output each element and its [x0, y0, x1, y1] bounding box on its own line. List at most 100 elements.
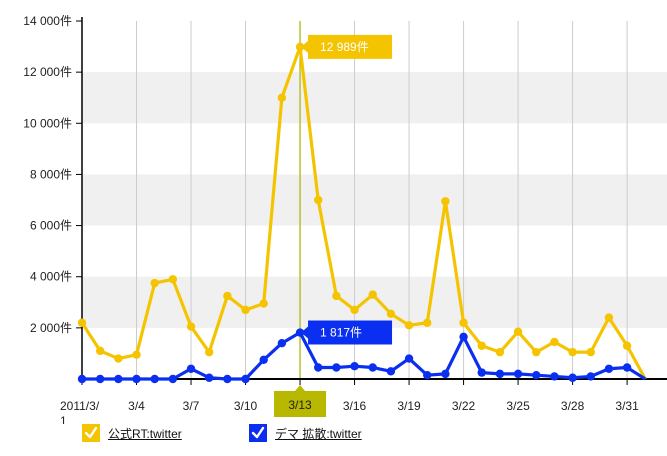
data-point [404, 321, 414, 330]
data-point [204, 347, 214, 357]
legend-item-rumor-spread[interactable]: デマ 拡散:twitter [249, 424, 362, 442]
data-point [223, 374, 232, 384]
data-point [259, 355, 268, 365]
data-point [423, 318, 432, 327]
x-tick-label: 3/19 [397, 399, 421, 413]
callout-box [301, 320, 393, 345]
data-point [568, 373, 577, 382]
data-point [332, 363, 341, 372]
data-point [186, 322, 196, 331]
data-point [513, 327, 523, 336]
data-point [186, 364, 196, 373]
value-callout: 12 989件 [301, 34, 393, 59]
highlighted-date-marker: 3/13 [274, 385, 327, 417]
data-point [423, 370, 432, 380]
legend-label-rumor-spread[interactable]: デマ 拡散:twitter [275, 426, 362, 441]
data-point [95, 346, 105, 356]
data-point [368, 363, 377, 372]
data-point [114, 374, 123, 384]
x-tick-label: 3/4 [128, 399, 145, 413]
series-official-rt [77, 42, 647, 380]
x-tick-label: 3/13 [288, 398, 312, 412]
data-point [459, 318, 468, 327]
check-icon[interactable] [249, 424, 267, 442]
grid-band [82, 174, 667, 226]
data-point [586, 347, 595, 357]
x-tick-label: 3/28 [561, 399, 585, 413]
data-point [168, 374, 178, 384]
highlighted-date-pointer [295, 385, 306, 391]
check-icon[interactable] [82, 424, 100, 442]
x-tick-label: 3/22 [452, 399, 476, 413]
series-layer [77, 42, 647, 384]
data-point [513, 369, 523, 379]
y-axis-tick-labels: 2 000件 4 000件 6 000件 8 000件 10 000件 12 000件 14… [23, 14, 72, 335]
background-bands [82, 72, 667, 328]
grid-band [82, 276, 667, 328]
data-point [386, 309, 396, 318]
series-rumor-spread [77, 328, 647, 384]
data-point [277, 339, 287, 348]
y-tick-label: 6 000件 [30, 219, 72, 233]
data-point [532, 347, 541, 357]
data-point [550, 337, 559, 347]
data-point [532, 370, 541, 380]
callout-label: 12 989件 [320, 40, 369, 54]
legend-label-official-rt[interactable]: 公式RT:twitter [108, 426, 182, 441]
data-point [132, 374, 141, 384]
data-point [204, 373, 214, 382]
x-tick-label: 3/10 [234, 399, 258, 413]
callout-label: 1 817件 [320, 326, 362, 340]
data-point [77, 374, 87, 384]
data-point [277, 93, 287, 102]
data-point [95, 374, 105, 384]
data-point [314, 363, 323, 372]
highlighted-date-box [274, 391, 327, 417]
data-point [150, 278, 159, 288]
data-point [622, 341, 632, 350]
grid-band [82, 72, 667, 124]
callout-box [301, 34, 393, 59]
line-chart: 12 989件 1 817件 2 000件 4 000件 6 000件 8 000件 10… [23, 14, 667, 424]
x-axis-tick-labels: 2011/3/1 3/4 3/7 3/10 3/13 3/16 3/19 3/22 3/25 3/… [60, 385, 639, 424]
legend-item-official-rt[interactable]: 公式RT:twitter [82, 424, 182, 442]
y-tick-label: 4 000件 [30, 270, 72, 284]
x-tick-label: 3/31 [615, 399, 639, 413]
data-point [77, 318, 87, 327]
data-point [132, 350, 141, 359]
data-point [604, 364, 614, 373]
data-point [168, 275, 178, 284]
value-callout: 1 817件 [301, 320, 393, 345]
data-point [259, 299, 268, 308]
data-point [441, 369, 450, 379]
data-point [622, 363, 632, 372]
legend: 公式RT:twitter デマ 拡散:twitter [0, 424, 667, 454]
data-point [368, 290, 377, 299]
data-point [586, 372, 595, 381]
data-point [332, 291, 341, 301]
data-point [223, 291, 232, 301]
data-point [477, 368, 486, 377]
data-point [314, 195, 323, 205]
data-point [150, 374, 159, 384]
data-point [441, 197, 450, 206]
data-point [350, 362, 359, 371]
y-tick-label: 12 000件 [23, 65, 72, 79]
callouts: 12 989件 1 817件 [301, 34, 393, 345]
y-tick-label: 14 000件 [23, 14, 72, 28]
data-point [241, 374, 250, 384]
x-tick-label: 3/7 [183, 399, 200, 413]
data-point [350, 305, 359, 315]
data-point [477, 341, 486, 350]
data-point [114, 354, 123, 363]
data-point [568, 347, 577, 357]
data-point [404, 354, 414, 363]
data-point [495, 369, 505, 379]
x-tick-label: 2011/3/1 [60, 399, 100, 424]
x-tick-label: 3/25 [506, 399, 530, 413]
data-point [550, 372, 559, 381]
data-point [459, 332, 468, 342]
data-point [241, 305, 250, 315]
data-point [295, 328, 305, 337]
